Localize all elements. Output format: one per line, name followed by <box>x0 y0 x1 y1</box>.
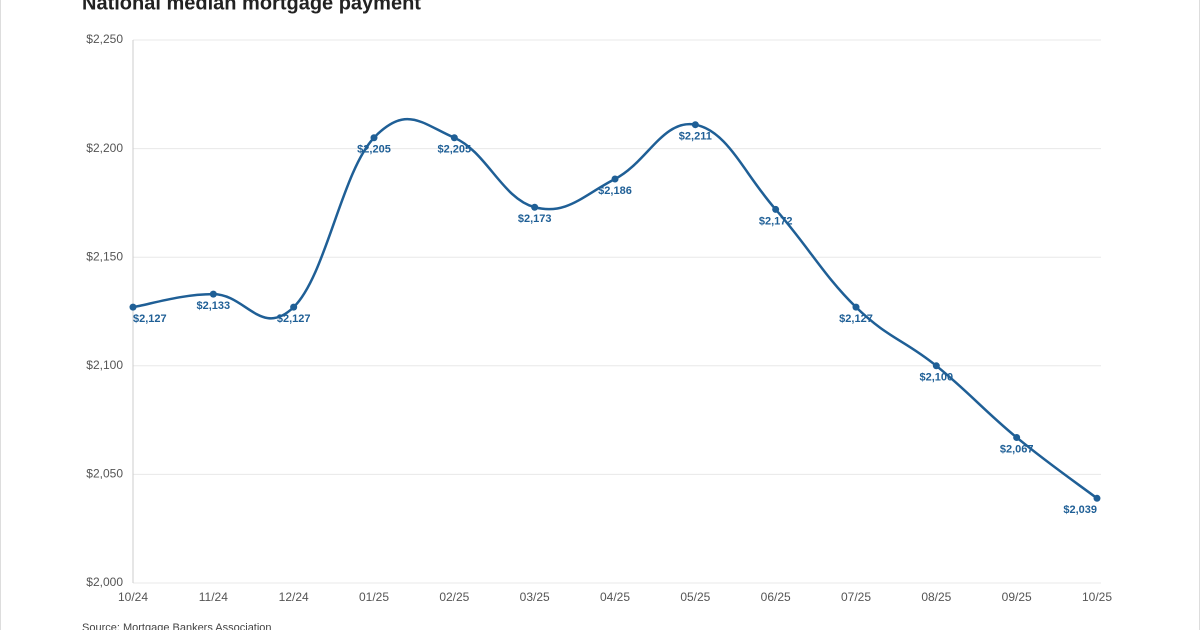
point <box>611 175 619 183</box>
source-note: Source: Mortgage Bankers Association <box>82 622 272 630</box>
x-tick-label: 08/25 <box>921 590 951 604</box>
x-tick-label: 01/25 <box>359 590 389 604</box>
point <box>531 203 539 211</box>
x-tick-label: 09/25 <box>1002 590 1032 604</box>
point <box>209 290 217 298</box>
point <box>290 303 298 311</box>
point <box>932 362 940 370</box>
value-label: $2,127 <box>133 313 167 325</box>
point <box>1093 494 1101 502</box>
point <box>129 303 137 311</box>
value-label: $2,100 <box>920 372 954 384</box>
point <box>450 134 458 142</box>
chart-title: National median mortgage payment <box>82 0 421 14</box>
y-tick-label: $2,150 <box>86 249 123 263</box>
x-tick-label: 10/25 <box>1082 590 1112 604</box>
x-tick-label: 03/25 <box>520 590 550 604</box>
x-tick-label: 05/25 <box>680 590 710 604</box>
point <box>772 205 780 213</box>
point <box>370 134 378 142</box>
value-label: $2,127 <box>277 313 311 325</box>
x-tick-label: 06/25 <box>761 590 791 604</box>
point <box>1013 433 1021 441</box>
value-label: $2,039 <box>1063 504 1097 516</box>
value-label: $2,067 <box>1000 443 1034 455</box>
y-tick-label: $2,200 <box>86 141 123 155</box>
value-label: $2,172 <box>759 215 793 227</box>
value-label: $2,211 <box>679 131 712 143</box>
value-label: $2,173 <box>518 213 552 225</box>
value-label: $2,205 <box>357 144 391 156</box>
value-label: $2,205 <box>438 144 472 156</box>
value-label: $2,186 <box>598 185 632 197</box>
value-label: $2,127 <box>839 313 873 325</box>
x-tick-label: 04/25 <box>600 590 630 604</box>
y-tick-label: $2,100 <box>86 358 123 372</box>
y-tick-label: $2,050 <box>86 467 123 481</box>
point <box>691 121 699 129</box>
x-tick-label: 11/24 <box>199 590 228 604</box>
x-tick-label: 10/24 <box>118 590 148 604</box>
point <box>852 303 860 311</box>
x-tick-label: 12/24 <box>279 590 309 604</box>
y-tick-label: $2,250 <box>86 32 123 46</box>
x-tick-label: 07/25 <box>841 590 871 604</box>
x-tick-label: 02/25 <box>439 590 469 604</box>
value-label: $2,133 <box>197 300 231 312</box>
y-tick-label: $2,000 <box>86 575 123 589</box>
